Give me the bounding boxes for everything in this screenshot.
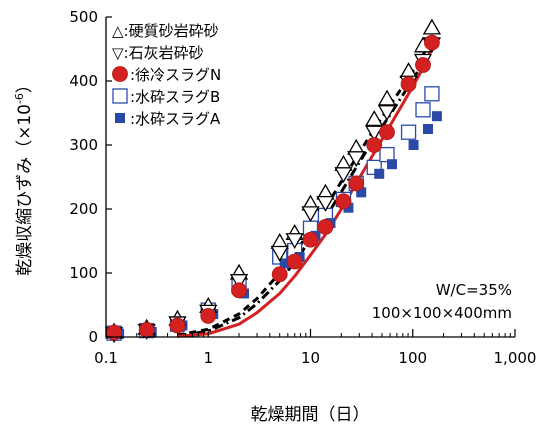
legend-marker: [112, 88, 128, 104]
data-point: [347, 151, 366, 168]
data-point: [334, 167, 353, 184]
data-point: [415, 102, 431, 118]
data-point: [343, 202, 354, 213]
y-axis-label-main: 乾燥収縮ひずみ（×10: [15, 104, 35, 276]
data-point: [377, 105, 397, 122]
y-tick-label: 100: [69, 264, 98, 282]
legend-label: :徐冷スラグN: [130, 66, 221, 84]
y-tick-label: 400: [69, 72, 98, 90]
data-point: [348, 175, 365, 192]
data-point: [231, 282, 247, 299]
data-point: [365, 110, 384, 127]
y-tick-label: 200: [69, 200, 98, 218]
legend-item-4: :水砕スラグB: [112, 88, 220, 106]
data-point: [415, 57, 431, 73]
data-point: [335, 193, 352, 210]
legend-item-2: ▽:石灰岩砕砂: [112, 44, 204, 62]
x-axis-label: 乾燥期間（日）: [251, 405, 370, 425]
legend-item-1: △:硬質砂岩砕砂: [112, 22, 219, 40]
x-tick-label: 1,000: [494, 349, 537, 367]
data-point: [138, 322, 155, 338]
y-axis-label: 乾燥収縮ひずみ（×10-6）: [13, 76, 35, 276]
data-points: [104, 18, 442, 344]
data-point: [317, 219, 334, 235]
data-point: [377, 89, 397, 106]
data-point: [424, 34, 440, 51]
data-point: [169, 317, 186, 334]
legend-item-3: :徐冷スラグN: [112, 66, 221, 84]
legend: △:硬質砂岩砕砂 ▽:石灰岩砕砂 :徐冷スラグN :水砕スラグB :水砕スラグA: [112, 22, 221, 128]
legend-marker: [112, 66, 128, 82]
data-point: [279, 258, 290, 269]
data-point: [356, 187, 367, 198]
data-point: [374, 168, 385, 179]
data-point: [365, 125, 384, 142]
data-point: [400, 124, 417, 140]
data-point: [400, 76, 417, 93]
y-axis-label-end: ）: [15, 76, 35, 93]
data-point: [270, 245, 289, 262]
y-tick-label: 300: [69, 136, 98, 154]
data-point: [316, 195, 335, 212]
data-point: [431, 111, 442, 122]
data-point: [423, 124, 434, 134]
annotation-size: 100×100×400mm: [372, 304, 512, 322]
y-axis-label-sup: -6: [13, 93, 26, 104]
y-tick-label: 500: [69, 8, 98, 26]
data-point: [271, 266, 288, 283]
data-point: [301, 206, 320, 223]
legend-label: :水砕スラグB: [130, 88, 220, 106]
annotation-wc: W/C=35%: [436, 281, 512, 299]
x-tick-label: 1: [203, 349, 213, 367]
data-point: [106, 324, 122, 341]
data-point: [286, 253, 303, 270]
data-point: [366, 137, 383, 153]
data-point: [302, 231, 319, 248]
legend-label: :水砕スラグA: [130, 110, 221, 128]
axes: 0 100 200 300 400 500 0.1 1 10 100 1,000: [69, 8, 536, 367]
x-tick-label: 0.1: [94, 349, 118, 367]
series-3: [106, 34, 440, 341]
data-point: [379, 124, 395, 141]
legend-label: △:硬質砂岩砕砂: [112, 22, 219, 40]
x-tick-label: 10: [301, 349, 320, 367]
x-tick-label: 100: [398, 349, 427, 367]
data-point: [408, 140, 419, 150]
data-point: [285, 233, 304, 250]
data-point: [422, 18, 442, 35]
fit-line-1: [177, 35, 434, 337]
legend-item-5: :水砕スラグA: [115, 110, 221, 128]
data-point: [424, 86, 440, 102]
y-tick-label: 0: [88, 328, 98, 346]
data-point: [387, 159, 398, 170]
legend-marker: [115, 113, 125, 123]
data-point: [229, 274, 249, 290]
legend-label: ▽:石灰岩砕砂: [112, 44, 204, 62]
data-point: [200, 307, 217, 324]
